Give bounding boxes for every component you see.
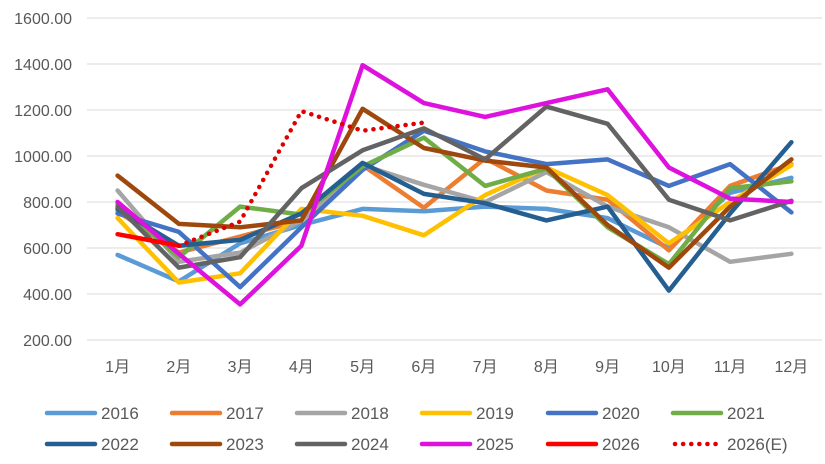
series-line-2020 (115, 128, 794, 290)
legend-label: 2017 (226, 404, 264, 423)
x-tick-label: 2月 (166, 359, 191, 376)
y-tick-label: 600.00 (23, 241, 72, 258)
x-tick-label: 3月 (228, 359, 253, 376)
y-tick-label: 400.00 (23, 287, 72, 304)
series-line-2022 (115, 139, 794, 293)
legend-label: 2018 (351, 404, 389, 423)
x-tick-label: 8月 (534, 359, 559, 376)
x-tick-label: 11月 (714, 359, 747, 376)
x-tick-label: 4月 (289, 359, 314, 376)
y-tick-label: 800.00 (23, 195, 72, 212)
legend: 2016 2017 2018 2019 2020 2021 2022 2023 2024 2025… (44, 404, 787, 454)
x-tick-label: 5月 (350, 359, 375, 376)
y-tick-label: 1000.00 (14, 149, 72, 166)
x-tick-label: 12月 (774, 359, 808, 376)
legend-label: 2026 (602, 435, 640, 454)
series-line-2023 (115, 106, 794, 270)
grid-lines (87, 17, 822, 341)
series-line-2021 (115, 135, 794, 267)
legend-label: 2021 (727, 404, 765, 423)
legend-label: 2026(E) (727, 435, 787, 454)
y-tick-label: 1200.00 (14, 103, 72, 120)
x-tick-label: 7月 (473, 359, 498, 376)
series-line-2026 (115, 231, 182, 248)
x-tick-label: 10月 (652, 359, 686, 376)
series-line-2024 (115, 104, 794, 270)
y-axis-ticks: 200.00 400.00 600.00 800.00 1000.00 1200.00 14… (14, 11, 72, 350)
series-line-2026e (176, 108, 427, 248)
x-tick-label: 1月 (105, 359, 130, 376)
legend-label: 2023 (226, 435, 264, 454)
legend-label: 2025 (476, 435, 514, 454)
x-tick-label: 9月 (595, 359, 620, 376)
y-tick-label: 1600.00 (14, 11, 72, 28)
series-line-2019 (115, 162, 794, 285)
series-line-2018 (115, 162, 794, 265)
legend-label: 2024 (351, 435, 389, 454)
x-axis-ticks: 1月 2月 3月 4月 5月 6月 7月 8月 9月 10月 11月 12月 (105, 359, 808, 376)
y-tick-label: 200.00 (23, 333, 72, 350)
legend-label: 2020 (602, 404, 640, 423)
legend-label: 2022 (101, 435, 139, 454)
series-line-2025 (115, 62, 794, 307)
y-tick-label: 1400.00 (14, 57, 72, 74)
legend-label: 2016 (101, 404, 139, 423)
legend-label: 2019 (476, 404, 514, 423)
x-tick-label: 6月 (411, 359, 436, 376)
series-lines (115, 62, 794, 307)
